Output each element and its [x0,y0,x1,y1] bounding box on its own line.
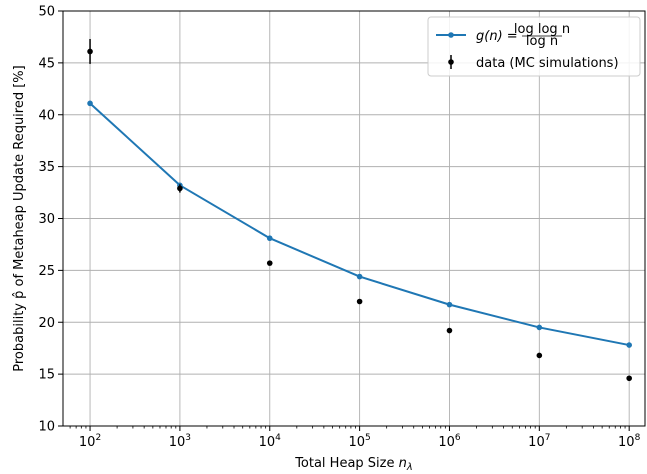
legend-data-label: data (MC simulations) [476,56,619,71]
x-tick-label-exponent: 6 [455,433,461,443]
gn-series-point [87,100,93,107]
x-tick-label: 108 [618,433,641,450]
data-point [177,185,183,192]
y-axis-label: Probability p̂ of Metaheap Update Requir… [12,65,27,371]
legend-g-numerator: log log n [514,22,570,37]
x-tick-label-exponent: 3 [185,433,191,443]
series-layer [87,39,632,382]
legend: g(n) = log log n log n data (MC simulati… [427,16,641,77]
gn-series-point [536,324,543,331]
legend-line-marker [448,32,454,38]
x-axis-label-main: Total Heap Size [294,456,398,471]
y-tick-label: 15 [38,368,55,383]
x-tick-label: 105 [348,433,370,450]
gn-series-point [356,273,363,280]
x-tick-label-base: 10 [169,435,186,450]
x-tick-label-exponent: 2 [95,433,101,443]
x-tick-label: 104 [259,433,282,450]
x-tick-label-base: 10 [618,435,635,450]
y-tick-label: 30 [38,212,55,227]
x-tick-label-exponent: 8 [635,433,641,443]
x-tick-label-base: 10 [438,435,455,450]
y-tick-label: 40 [38,108,55,123]
x-tick-label-base: 10 [528,435,545,450]
y-tick-label: 10 [38,420,55,435]
legend-errorbar-marker [448,59,454,65]
x-tick-label-base: 10 [348,435,365,450]
x-tick-label: 103 [169,433,191,450]
data-point [536,352,543,359]
data-point [87,48,93,55]
data-point [356,298,363,305]
gn-series-point [626,342,632,348]
x-axis-label-sub: λ [406,462,413,473]
y-tick-label: 45 [38,56,55,71]
x-axis-label: Total Heap Size nλ [294,456,413,473]
x-tick-label-base: 10 [259,435,276,450]
y-tick-label: 25 [38,264,55,279]
x-tick-label: 106 [438,433,461,450]
gn-series-point [446,301,453,308]
data-point [266,260,273,266]
legend-g-denominator: log n [526,34,558,49]
x-tick-label-exponent: 7 [545,433,551,443]
grid [63,10,645,427]
legend-g-prefix: g(n) = [476,29,518,44]
x-tick-label-base: 10 [79,435,96,450]
data-point [446,327,453,334]
x-tick-label: 107 [528,433,550,450]
x-tick-label-exponent: 5 [365,433,371,443]
gn-series-point [266,235,273,242]
x-tick-label-exponent: 4 [275,433,281,443]
x-tick-label: 102 [79,433,101,450]
y-tick-label: 35 [38,160,55,175]
y-tick-label: 50 [38,5,55,20]
legend-box [427,16,641,77]
x-axis-label-var: n [399,456,407,471]
data-point [626,375,632,382]
y-tick-label: 20 [38,316,55,331]
